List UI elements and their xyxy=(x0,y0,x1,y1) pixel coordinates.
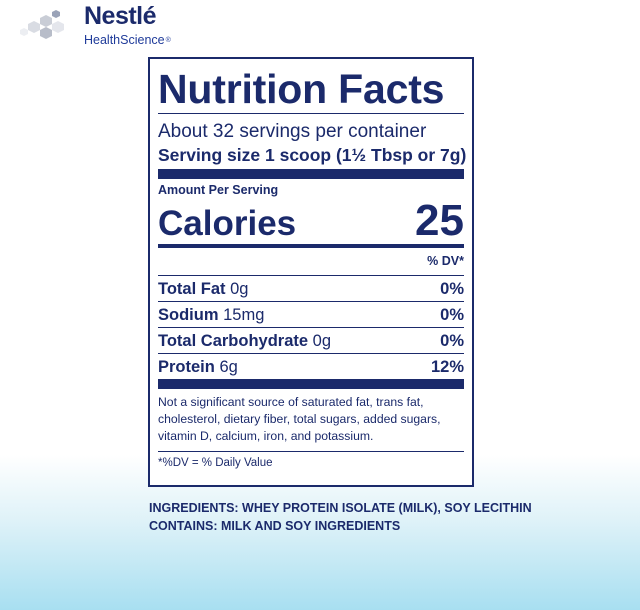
ingredients-line: INGREDIENTS: WHEY PROTEIN ISOLATE (MILK)… xyxy=(149,501,532,515)
nutrient-amount: 0g xyxy=(312,331,331,350)
nutrient-row: Sodium 15mg 0% xyxy=(158,302,464,327)
ingredients-block: INGREDIENTS: WHEY PROTEIN ISOLATE (MILK)… xyxy=(149,499,532,535)
dv-header: % DV* xyxy=(427,254,464,268)
nestle-health-science-logo: Nestlé HealthScience® xyxy=(18,2,178,47)
nutrition-footnote: Not a significant source of saturated fa… xyxy=(158,395,441,443)
nutrient-amount: 6g xyxy=(219,357,238,376)
nutrient-dv: 0% xyxy=(440,279,464,298)
calories-row: Calories 25 xyxy=(158,198,464,244)
daily-value-note: *%DV = % Daily Value xyxy=(158,457,273,469)
nutrient-row: Total Carbohydrate 0g 0% xyxy=(158,328,464,353)
divider xyxy=(158,301,464,302)
nutrient-amount: 15mg xyxy=(223,305,265,324)
nutrient-row: Total Fat 0g 0% xyxy=(158,276,464,301)
divider xyxy=(158,327,464,328)
brand-subtitle: HealthScience® xyxy=(84,33,171,47)
nutrient-row: Protein 6g 12% xyxy=(158,354,464,379)
servings-per-container: About 32 servings per container xyxy=(158,121,427,142)
nutrient-dv: 0% xyxy=(440,331,464,350)
divider xyxy=(158,113,464,114)
serving-size: Serving size 1 scoop (1½ Tbsp or 7g) xyxy=(158,145,467,165)
divider xyxy=(158,451,464,452)
divider-medium xyxy=(158,244,464,248)
divider-thick xyxy=(158,169,464,179)
contains-line: CONTAINS: MILK AND SOY INGREDIENTS xyxy=(149,519,401,533)
divider xyxy=(158,353,464,354)
nutrient-amount: 0g xyxy=(230,279,249,298)
nutrient-name: Total Carbohydrate xyxy=(158,331,309,350)
calories-value: 25 xyxy=(415,196,464,245)
nutrient-dv: 12% xyxy=(430,357,464,376)
brand-name: Nestlé xyxy=(84,2,157,30)
hexagon-cluster-icon xyxy=(20,10,64,39)
nutrient-name: Protein xyxy=(158,357,215,376)
nutrient-dv: 0% xyxy=(440,305,464,324)
divider-thick xyxy=(158,379,464,389)
nutrition-title: Nutrition Facts xyxy=(158,66,445,112)
divider xyxy=(158,275,464,276)
nutrient-name: Total Fat xyxy=(158,279,226,298)
nutrition-facts-panel: Nutrition Facts About 32 servings per co… xyxy=(148,57,474,487)
nutrient-name: Sodium xyxy=(158,305,219,324)
calories-label: Calories xyxy=(158,204,297,243)
amount-per-serving: Amount Per Serving xyxy=(158,183,279,197)
